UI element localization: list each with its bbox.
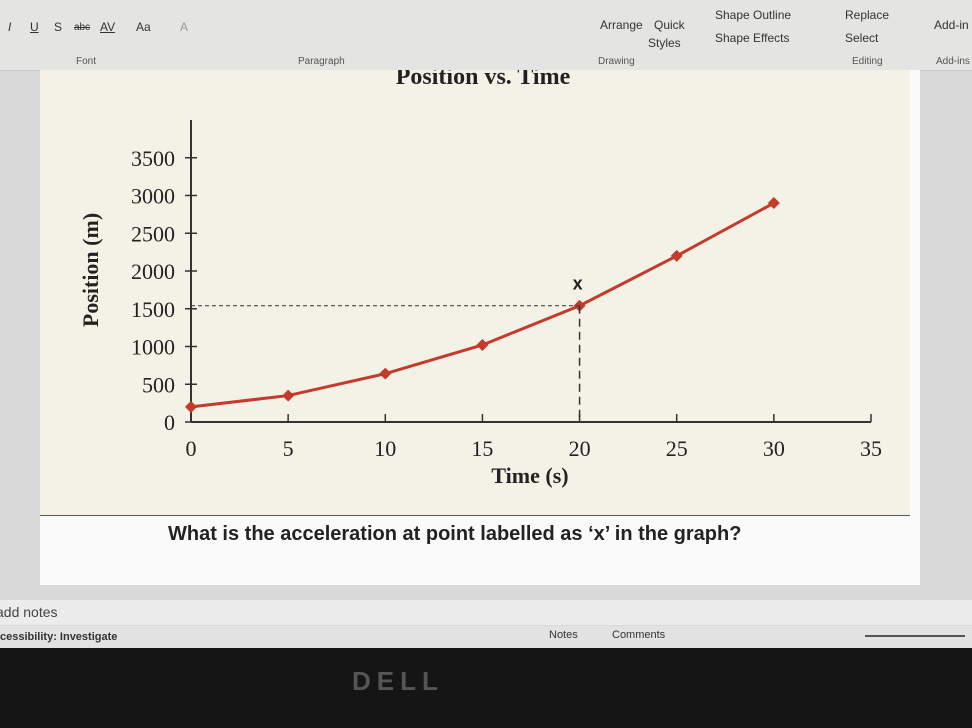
y-tick-label: 1500 <box>131 297 175 322</box>
chart: Position vs. Time Time (s) Position (m) … <box>78 64 882 488</box>
spacing-button[interactable]: AV <box>100 20 116 34</box>
x-tick-label: 30 <box>763 436 785 461</box>
y-tick-label: 3000 <box>131 184 175 209</box>
strikethrough-button[interactable]: abc <box>74 22 91 33</box>
data-point <box>767 197 780 210</box>
x-tick-label: 5 <box>283 436 294 461</box>
x-tick-label: 20 <box>569 436 591 461</box>
underline-button[interactable]: U <box>30 20 39 34</box>
data-point <box>282 389 295 402</box>
y-tick-label: 2000 <box>131 259 175 284</box>
y-tick-label: 500 <box>142 372 175 397</box>
zoom-slider[interactable] <box>865 635 965 637</box>
y-tick-label: 3500 <box>131 146 175 171</box>
y-tick-label: 2500 <box>131 221 175 246</box>
y-tick-label: 0 <box>164 410 175 435</box>
data-point <box>379 367 392 380</box>
x-axis-label: Time (s) <box>491 463 568 488</box>
status-bar: cessibility: Investigate Notes Comments <box>0 626 972 648</box>
accessibility-status[interactable]: cessibility: Investigate <box>0 631 118 643</box>
annotation: x <box>573 274 583 294</box>
clear-format-button[interactable]: A <box>180 20 189 34</box>
x-tick-label: 0 <box>186 436 197 461</box>
comments-button[interactable]: Comments <box>612 629 666 641</box>
arrange-button[interactable]: Arrange <box>600 18 643 32</box>
ribbon: I U S abc AV Aa A Font Paragraph Arrange… <box>0 0 972 71</box>
x-tick-label: 10 <box>374 436 396 461</box>
chart-image: Position vs. Time Time (s) Position (m) … <box>40 64 910 516</box>
notes-pane[interactable]: add notes <box>0 600 972 625</box>
y-axis-label: Position (m) <box>78 213 103 327</box>
question-text: What is the acceleration at point labell… <box>168 523 742 545</box>
notes-button[interactable]: Notes <box>549 629 578 641</box>
quick-styles-button[interactable]: Quick <box>654 18 685 32</box>
shadow-button[interactable]: S <box>54 20 63 34</box>
add-in-button[interactable]: Add-in <box>934 18 969 32</box>
monitor-bezel: DELL <box>0 648 972 728</box>
data-point <box>670 249 683 262</box>
data-point <box>185 400 197 413</box>
quick-styles-button[interactable]: Styles <box>648 36 681 50</box>
italic-button[interactable]: I <box>8 20 12 34</box>
chart-title: Position vs. Time <box>396 70 571 90</box>
x-tick-label: 15 <box>471 436 493 461</box>
case-button[interactable]: Aa <box>136 20 151 34</box>
notes-placeholder: add notes <box>0 604 58 620</box>
x-tick-label: 25 <box>666 436 688 461</box>
y-tick-label: 1000 <box>131 335 175 360</box>
group-label: Drawing <box>598 56 635 67</box>
brand-logo: DELL <box>352 666 444 696</box>
select-button[interactable]: Select <box>845 31 879 45</box>
shape-effects-button[interactable]: Shape Effects <box>715 31 790 45</box>
group-label: Add-ins <box>936 56 970 67</box>
data-point <box>476 338 489 351</box>
group-label: Font <box>76 56 97 67</box>
group-label: Editing <box>852 56 883 67</box>
group-label: Paragraph <box>298 56 345 67</box>
data-line <box>190 201 775 409</box>
shape-outline-button[interactable]: Shape Outline <box>715 8 792 22</box>
replace-button[interactable]: Replace <box>845 8 890 22</box>
x-tick-label: 35 <box>860 436 882 461</box>
